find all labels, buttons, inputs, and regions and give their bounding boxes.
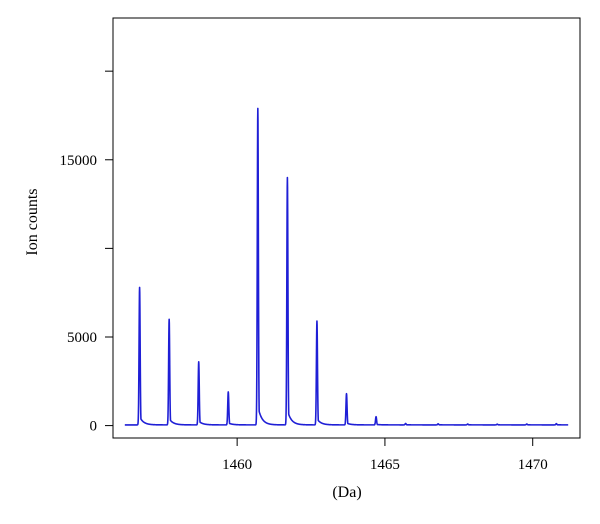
ion-count-line: [124, 107, 569, 426]
y-axis-title: Ion counts: [24, 188, 41, 255]
y-axis-ticks: 0 5000 15000: [60, 70, 113, 435]
y-tick-label: 5000: [67, 330, 97, 346]
x-axis-title: (Da): [332, 484, 361, 501]
x-tick-label: 1470: [518, 457, 548, 473]
plot-frame: [112, 17, 581, 439]
y-tick-label: 15000: [60, 153, 98, 169]
x-tick-label: 1460: [222, 457, 252, 473]
x-axis-ticks: 1460 1465 1470: [222, 438, 548, 473]
y-tick-label: 0: [90, 419, 98, 435]
x-tick-label: 1465: [370, 457, 400, 473]
